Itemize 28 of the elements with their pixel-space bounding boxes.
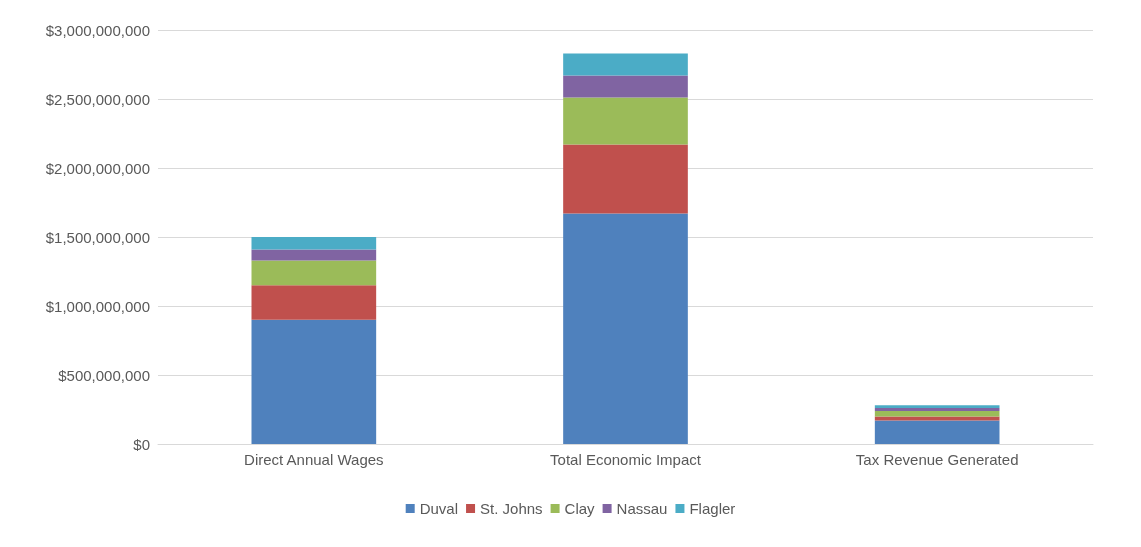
bar (251, 285, 377, 320)
legend-label: Clay (564, 500, 596, 517)
y-tick-label: $3,000,000,000 (45, 21, 150, 39)
legend-label: Flagler (689, 500, 736, 517)
legend-label: St. Johns (480, 500, 543, 517)
bar (563, 144, 688, 214)
bar (251, 249, 377, 261)
x-tick-label: Tax Revenue Generated (855, 451, 1019, 468)
bar (563, 97, 688, 145)
bar (874, 420, 1000, 444)
bar (563, 53, 688, 76)
x-tick-label: Total Economic Impact (550, 451, 702, 468)
bar (251, 237, 377, 250)
y-tick-label: $0 (133, 435, 150, 453)
bar (251, 260, 377, 286)
y-tick-label: $500,000,000 (58, 366, 150, 384)
bar (874, 416, 1000, 421)
bar (563, 213, 688, 444)
legend-label: Duval (419, 500, 459, 517)
y-tick-label: $2,000,000,000 (45, 159, 150, 177)
bar (563, 75, 688, 98)
x-tick-label: Direct Annual Wages (244, 451, 384, 468)
y-tick-label: $1,500,000,000 (45, 228, 150, 246)
bar (251, 319, 377, 444)
y-tick-label: $2,500,000,000 (45, 90, 150, 108)
y-tick-label: $1,000,000,000 (45, 297, 150, 315)
legend-label: Nassau (616, 500, 668, 517)
bar (874, 410, 1000, 417)
